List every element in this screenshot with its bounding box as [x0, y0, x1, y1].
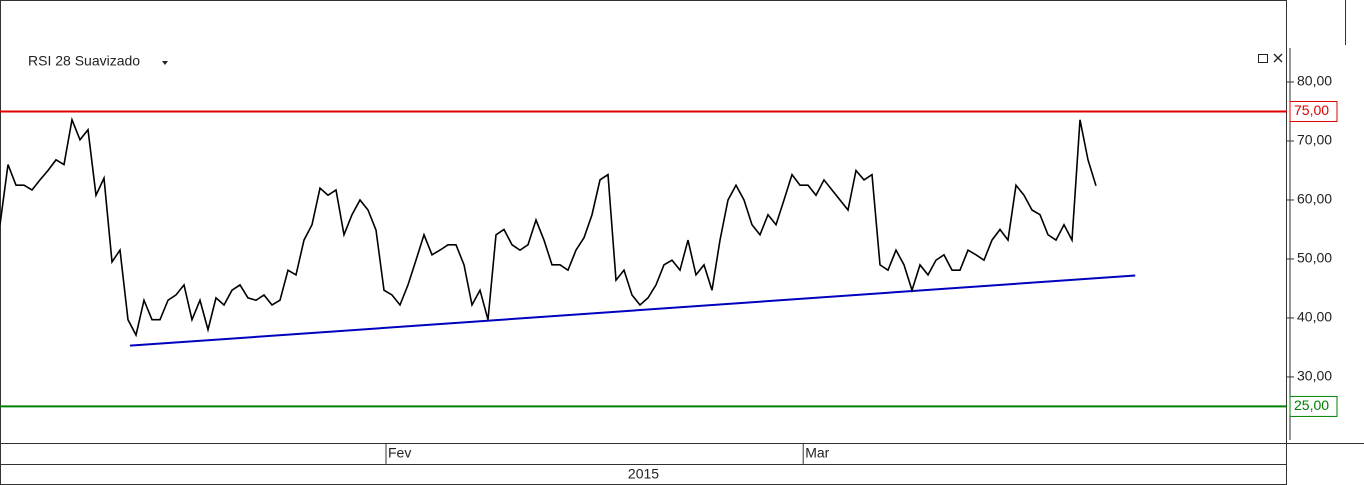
reference-label-box: [1289, 395, 1338, 417]
dropdown-arrow[interactable]: [162, 61, 168, 65]
close-button[interactable]: [1273, 53, 1283, 63]
frame: [0, 0, 1287, 485]
reference-label: 25,00: [1294, 397, 1329, 413]
y-tick-label: 50,00: [1297, 250, 1332, 266]
trendline: [129, 274, 1136, 347]
reference-label: 75,00: [1294, 102, 1329, 118]
y-tick-label: 70,00: [1297, 132, 1332, 148]
y-tick-label: 30,00: [1297, 368, 1332, 384]
y-tick-label: 80,00: [1297, 73, 1332, 89]
x-tick-label: Fev: [388, 445, 411, 461]
rsi-line: [0, 116, 1097, 338]
x-tick-label: Mar: [805, 445, 829, 461]
maximize-button[interactable]: [1258, 54, 1268, 63]
y-tick-label: 60,00: [1297, 191, 1332, 207]
reference-label-box: [1289, 100, 1338, 122]
chart-title[interactable]: RSI 28 Suavizado: [28, 53, 140, 69]
y-tick-label: 40,00: [1297, 309, 1332, 325]
period-label: 2015: [628, 466, 659, 482]
